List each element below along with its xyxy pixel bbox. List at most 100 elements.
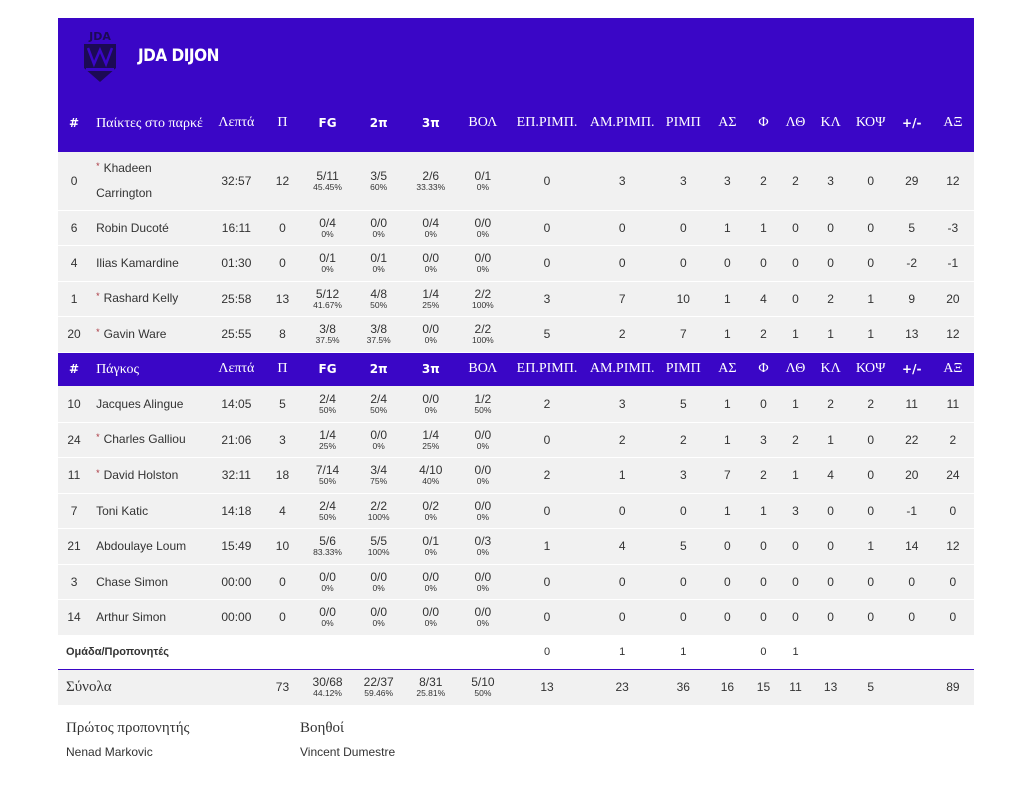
percentage: 0% (476, 582, 490, 593)
column-header[interactable]: FG (318, 362, 337, 377)
made-attempted: 0/3 (474, 534, 492, 548)
column-header[interactable]: ΒΟΛ (468, 361, 498, 377)
column-header[interactable]: ΡΙΜΠ (665, 361, 701, 377)
column-header[interactable]: ΚΟΨ (855, 361, 886, 377)
oreb-cell: 0 (508, 152, 586, 211)
pm-cell: 13 (891, 316, 932, 353)
starter-star-icon: * (96, 467, 100, 478)
percentage: 0% (476, 511, 490, 522)
stl-cell: 2 (811, 281, 850, 317)
shooting-cell: 0/0 0% (404, 564, 457, 600)
player-link[interactable]: Toni Katic (96, 503, 149, 518)
pf-cell: 1 (747, 493, 780, 529)
player-name-cell: * Gavin Ware (90, 316, 211, 353)
blk-cell: 1 (849, 281, 892, 317)
column-header[interactable]: FG (318, 116, 337, 130)
column-header[interactable]: ΚΛ (820, 115, 841, 130)
column-header[interactable]: +/- (902, 116, 922, 130)
shooting-cell: 5/6 83.33% (302, 528, 353, 565)
column-header[interactable]: Λεπτά (218, 361, 255, 377)
player-link[interactable]: Ilias Kamardine (96, 256, 179, 270)
percentage: 25.81% (416, 688, 446, 699)
eff-cell: 2 (931, 422, 974, 458)
player-link[interactable]: David Holston (103, 467, 179, 482)
blk-cell (849, 634, 892, 670)
column-header[interactable]: ΑΞ (943, 361, 963, 377)
column-header[interactable]: Παίκτες στο παρκέ (96, 115, 203, 131)
dreb-cell: 4 (585, 528, 660, 565)
player-row: 24 * Charles Galliou 21:06 3 1/4 25% 0/0 0% 1/4 25… (58, 422, 974, 458)
made-attempted: 1/2 (474, 391, 492, 406)
percentage: 0% (321, 582, 334, 593)
column-header[interactable]: ΑΣ (718, 115, 737, 130)
player-link[interactable]: Abdoulaye Loum (96, 539, 187, 553)
blk-cell: 0 (849, 457, 892, 494)
column-header[interactable]: ΚΟΨ (855, 115, 886, 130)
shooting-cell: 2/4 50% (302, 386, 353, 423)
pm-cell: 14 (891, 528, 932, 565)
column-header[interactable]: +/- (902, 362, 922, 377)
pf-cell: 0 (747, 564, 780, 600)
percentage: 0% (476, 547, 490, 557)
column-header[interactable]: ΒΟΛ (468, 115, 498, 130)
column-header[interactable]: 2π (369, 362, 388, 377)
column-header[interactable]: Π (277, 115, 288, 130)
column-header[interactable]: ΛΘ (785, 115, 806, 130)
player-link[interactable]: Rashard Kelly (103, 291, 179, 305)
column-header[interactable]: 2π (369, 116, 388, 130)
made-attempted: 1/4 (422, 286, 440, 301)
player-link[interactable]: Robin Ducoté (96, 220, 169, 235)
column-header[interactable]: ΕΠ.ΡΙΜΠ. (516, 115, 578, 130)
column-header[interactable]: # (69, 362, 80, 377)
percentage: 44.12% (313, 688, 342, 699)
column-header[interactable]: ΑΞ (943, 115, 963, 130)
reb-cell: 36 (659, 669, 708, 705)
stl-cell: 0 (811, 493, 850, 529)
column-header[interactable]: Λεπτά (218, 115, 255, 130)
player-link[interactable]: Jacques Alingue (96, 396, 184, 411)
made-attempted: 0/0 (319, 605, 336, 619)
percentage: 37.5% (366, 335, 391, 345)
made-attempted: 0/1 (422, 534, 440, 548)
minutes: 15:49 (210, 528, 263, 565)
pf-cell: 2 (747, 457, 780, 494)
column-header[interactable]: ΚΛ (820, 361, 841, 377)
player-link[interactable]: Chase Simon (96, 574, 169, 589)
oreb-cell: 13 (508, 669, 586, 705)
column-header[interactable]: ΡΙΜΠ (665, 115, 701, 130)
shooting-cell: 0/0 0% (456, 564, 509, 600)
column-header[interactable]: # (69, 116, 80, 130)
minutes: 25:55 (210, 316, 263, 353)
pf-cell: 0 (747, 599, 780, 636)
player-link[interactable]: Gavin Ware (103, 326, 167, 341)
to-cell: 1 (779, 316, 812, 353)
percentage: 0% (476, 181, 490, 192)
column-header[interactable]: Πάγκος (96, 361, 139, 377)
column-header[interactable]: ΛΘ (785, 361, 806, 377)
column-header[interactable]: ΑΜ.ΡΙΜΠ. (589, 361, 655, 377)
column-header[interactable]: ΑΜ.ΡΙΜΠ. (589, 115, 655, 130)
percentage: 0% (424, 511, 437, 522)
team-coaches-row: Ομάδα/Προπονητές 0 1 1 0 1 (58, 634, 974, 670)
team-logo[interactable]: JDA (80, 28, 120, 84)
column-header[interactable]: Φ (758, 115, 769, 130)
column-header[interactable]: 3π (421, 362, 440, 377)
column-header[interactable]: Π (277, 361, 288, 377)
points: 12 (262, 152, 303, 211)
shooting-cell: 3/4 75% (352, 457, 405, 494)
percentage: 0% (424, 582, 437, 593)
blk-cell: 1 (849, 316, 892, 353)
pm-cell: 0 (891, 564, 932, 600)
column-header[interactable]: ΑΣ (718, 361, 737, 377)
points: 73 (262, 669, 303, 705)
made-attempted: 2/4 (370, 391, 387, 406)
jersey-number: 7 (58, 493, 91, 529)
percentage: 0% (476, 476, 490, 486)
player-link[interactable]: Khadeen Carrington (96, 161, 153, 201)
player-link[interactable]: Arthur Simon (96, 610, 167, 624)
player-link[interactable]: Charles Galliou (103, 432, 186, 446)
column-header[interactable]: ΕΠ.ΡΙΜΠ. (516, 361, 578, 377)
column-header[interactable]: 3π (421, 116, 440, 130)
column-header[interactable]: Φ (758, 361, 769, 377)
eff-cell: -1 (931, 245, 974, 282)
